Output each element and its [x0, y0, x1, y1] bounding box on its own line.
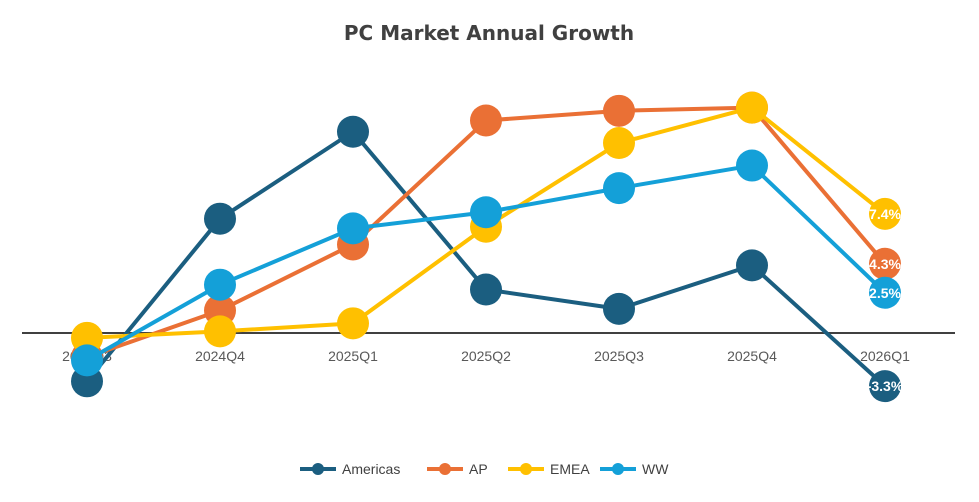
data-point — [204, 268, 236, 301]
data-point — [204, 202, 236, 235]
data-point — [736, 149, 768, 182]
data-point — [603, 292, 635, 325]
data-point — [603, 127, 635, 160]
data-point — [337, 307, 369, 340]
data-point — [470, 104, 502, 137]
legend-label: EMEA — [550, 461, 590, 477]
data-point — [470, 273, 502, 306]
x-tick-label: 2025Q4 — [727, 348, 777, 364]
x-tick-label: 2024Q4 — [195, 348, 245, 364]
chart-title: PC Market Annual Growth — [344, 21, 634, 45]
series-americas: -3.3% — [71, 115, 904, 403]
legend-item: EMEA — [508, 461, 590, 477]
legend-item: AP — [427, 461, 488, 477]
data-point — [736, 91, 768, 124]
data-point — [71, 344, 103, 377]
legend-item: Americas — [300, 461, 400, 477]
data-point — [337, 115, 369, 148]
data-label: 7.4% — [869, 206, 901, 222]
data-point — [603, 94, 635, 127]
legend-label: WW — [642, 461, 669, 477]
data-point — [869, 197, 901, 230]
legend-item: WW — [600, 461, 669, 477]
legend-label: Americas — [342, 461, 400, 477]
data-point — [603, 172, 635, 205]
x-tick-label: 2026Q1 — [860, 348, 910, 364]
data-point — [736, 249, 768, 282]
data-point — [470, 196, 502, 229]
data-point — [869, 370, 901, 403]
data-point — [337, 212, 369, 245]
x-tick-label: 2025Q2 — [461, 348, 511, 364]
data-point — [869, 247, 901, 280]
legend-label: AP — [469, 461, 488, 477]
data-point — [204, 315, 236, 348]
data-label: 4.3% — [869, 256, 901, 272]
data-point — [71, 321, 103, 354]
legend: Americas AP EMEA WW — [300, 461, 669, 477]
x-tick-label: 2025Q3 — [594, 348, 644, 364]
data-label: -3.3% — [867, 378, 904, 394]
x-tick-label: 2025Q1 — [328, 348, 378, 364]
data-label: 2.5% — [869, 285, 901, 301]
series-ww: 2.5% — [71, 149, 902, 377]
data-point — [869, 276, 901, 309]
